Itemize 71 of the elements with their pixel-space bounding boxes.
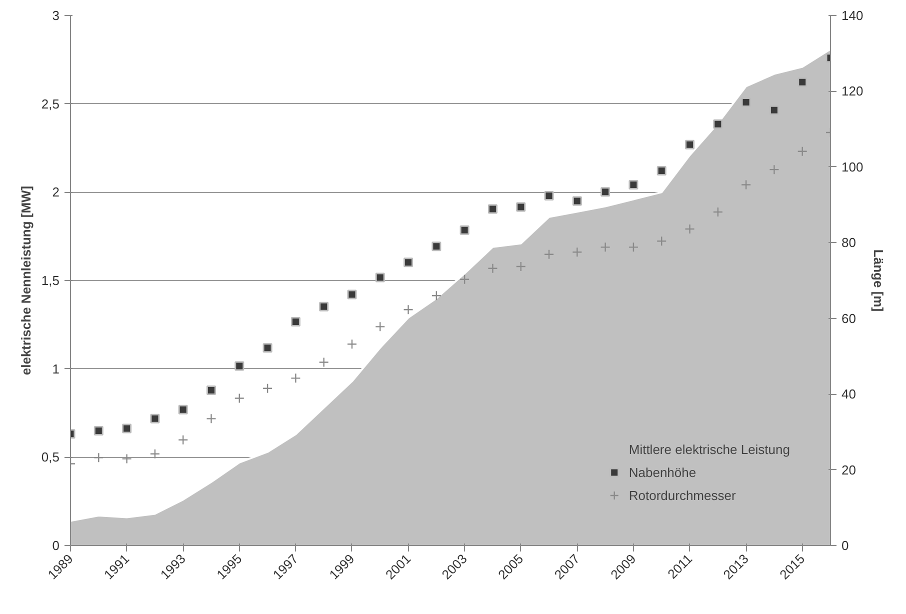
y-axis-title: elektrische Nennleistung [MW]: [18, 186, 34, 376]
point: [600, 187, 610, 197]
point: [290, 373, 301, 384]
point: [600, 242, 610, 252]
point: [150, 448, 160, 459]
point: [797, 146, 808, 157]
point: [318, 357, 329, 368]
point: [656, 236, 667, 246]
y2-tick-label: 40: [842, 386, 856, 402]
point: [684, 224, 695, 234]
point: [178, 404, 188, 414]
point: [346, 339, 358, 350]
point: [769, 164, 780, 175]
y-tick-label: 2: [52, 184, 60, 200]
y2-tick-label: 120: [842, 84, 864, 99]
point: [404, 258, 414, 268]
point: [234, 361, 244, 371]
point: [206, 414, 216, 424]
legend-label: Nabenhöhe: [628, 464, 696, 480]
point: [516, 202, 526, 212]
point: [262, 383, 273, 394]
point: [460, 225, 470, 235]
y2-axis-title: Länge [m]: [871, 249, 886, 312]
point: [262, 343, 272, 353]
point: [234, 393, 244, 404]
series-label: Mittlere elektrische Leistung: [628, 442, 790, 456]
point: [375, 272, 385, 282]
point: [94, 452, 104, 463]
y2-tick-label: 100: [842, 159, 864, 174]
point: [628, 242, 639, 252]
point: [122, 424, 132, 434]
point: [459, 274, 470, 284]
point: [769, 105, 779, 115]
y-tick-label: 2,5: [41, 96, 60, 112]
y-tick-label: 0: [52, 538, 60, 553]
point: [403, 304, 414, 315]
y-tick-label: 0,5: [41, 450, 60, 465]
y2-tick-label: 60: [842, 310, 856, 326]
point: [94, 426, 104, 436]
point: [516, 261, 526, 272]
point: [319, 302, 329, 312]
point: [628, 180, 638, 190]
point: [122, 454, 132, 464]
point: [488, 263, 498, 274]
point: [432, 242, 442, 252]
y2-tick-label: 140: [842, 8, 864, 23]
point: [375, 322, 386, 332]
point: [544, 190, 554, 200]
point: [572, 196, 582, 206]
point: [206, 386, 216, 396]
point: [150, 414, 160, 424]
point: [290, 317, 300, 327]
point: [712, 206, 724, 218]
y-tick-label: 1: [52, 361, 60, 376]
point: [178, 434, 188, 445]
y2-tick-label: 80: [842, 235, 856, 250]
point: [347, 290, 357, 300]
point: [798, 77, 808, 87]
point: [572, 247, 582, 258]
y2-tick-label: 0: [842, 538, 849, 553]
point: [544, 249, 554, 260]
point: [656, 166, 666, 176]
y-tick-label: 3: [52, 8, 60, 23]
point: [488, 204, 498, 214]
point: [431, 290, 442, 301]
point: [740, 180, 752, 190]
point: [685, 140, 695, 150]
legend-label: Rotordurchmesser: [628, 488, 736, 502]
y2-tick-label: 20: [842, 462, 856, 478]
y-tick-label: 1,5: [41, 273, 60, 288]
point: [713, 119, 723, 129]
